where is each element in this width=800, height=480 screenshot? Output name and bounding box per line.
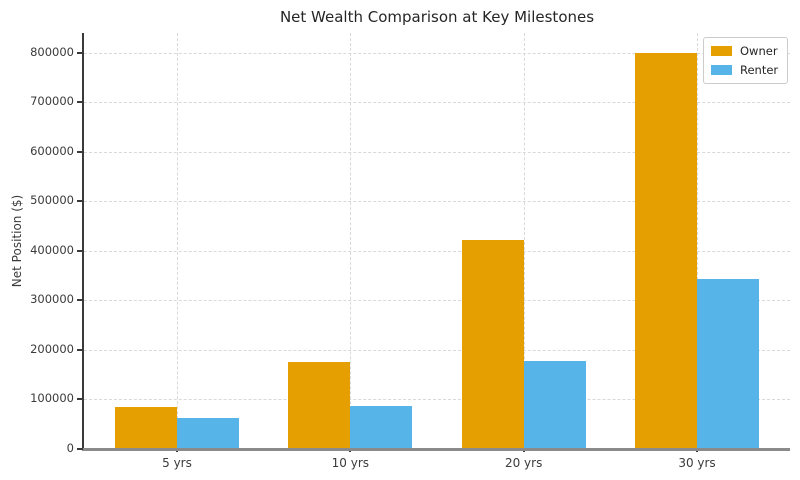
y-tick-label: 300000 [30,292,74,307]
x-tick-label: 30 yrs [678,456,716,470]
legend-label-renter: Renter [740,63,779,77]
gridline-horizontal [84,102,790,104]
bar-renter-10-yrs [350,406,413,449]
y-tick-mark [77,150,83,153]
y-tick-label: 0 [66,441,74,455]
gridline-horizontal [84,300,790,302]
y-tick-label: 700000 [30,94,74,109]
bar-owner-10-yrs [288,361,351,449]
y-tick-label: 100000 [30,391,74,406]
y-tick-mark [77,200,83,203]
y-tick-mark [77,299,83,302]
y-tick-mark [77,348,83,351]
bar-renter-30-yrs [697,278,759,449]
gridline-vertical [350,33,352,449]
legend: Owner Renter [703,37,789,84]
gridline-horizontal [84,52,790,54]
owner-color-swatch [711,46,732,56]
x-tick-label: 20 yrs [504,456,543,470]
bar-owner-20-yrs [461,240,524,449]
gridline-vertical [697,33,698,449]
x-tick-label: 5 yrs [162,456,192,470]
y-tick-mark [77,101,83,104]
chart-title: Net Wealth Comparison at Key Milestones [279,8,595,26]
y-tick-label: 400000 [30,242,74,257]
y-axis-label: Net Position ($) [10,194,24,288]
gridline-horizontal [84,151,790,153]
y-tick-mark [77,249,83,252]
bar-owner-5-yrs [115,406,177,449]
gridline-horizontal [84,201,790,203]
gridline-vertical [523,33,525,449]
y-tick-mark [77,398,83,401]
legend-item-renter: Renter [711,63,778,77]
y-tick-mark [77,448,83,450]
x-tick-label: 10 yrs [331,456,370,470]
gridline-horizontal [84,399,790,401]
gridline-horizontal [84,349,790,351]
legend-item-owner: Owner [711,44,778,58]
gridline-vertical [177,33,178,449]
y-tick-label: 500000 [30,193,74,208]
y-tick-label: 800000 [30,44,74,59]
renter-color-swatch [711,65,732,75]
bar-renter-5-yrs [177,418,239,449]
y-tick-label: 600000 [30,143,74,158]
bar-owner-30-yrs [635,52,697,449]
y-tick-mark [77,51,83,54]
legend-label-owner: Owner [740,44,778,58]
y-axis-spine [82,33,84,450]
y-tick-label: 200000 [30,341,74,356]
plot-area [84,33,790,449]
x-axis-line [82,448,790,451]
bar-renter-20-yrs [523,360,586,449]
gridline-horizontal [84,250,790,252]
